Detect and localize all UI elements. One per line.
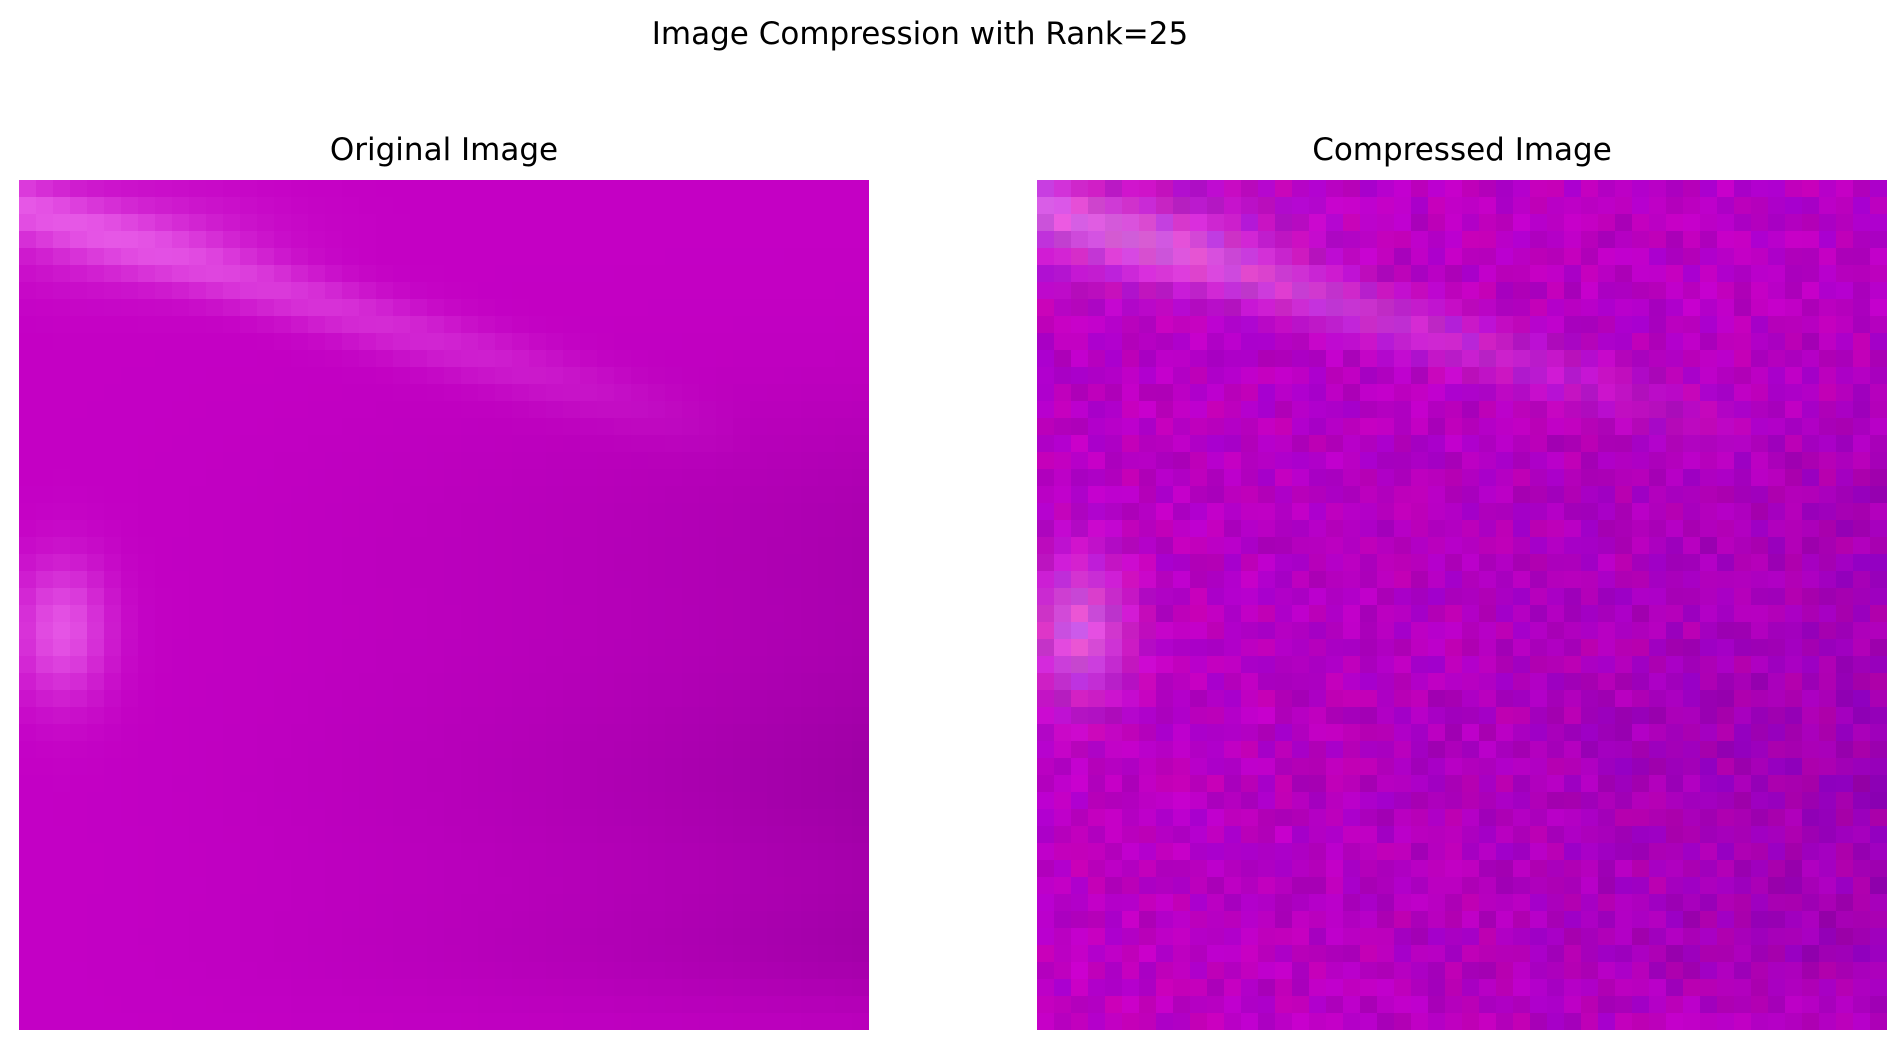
- original-image-title: Original Image: [329, 132, 559, 168]
- compressed-image-panel: Compressed Image: [1037, 128, 1887, 1030]
- original-image: [19, 180, 869, 1030]
- compressed-image: [1037, 180, 1887, 1030]
- compressed-image-title: Compressed Image: [1312, 132, 1612, 168]
- original-image-panel: Original Image: [19, 128, 869, 1030]
- figure-title: Image Compression with Rank=25: [651, 16, 1189, 52]
